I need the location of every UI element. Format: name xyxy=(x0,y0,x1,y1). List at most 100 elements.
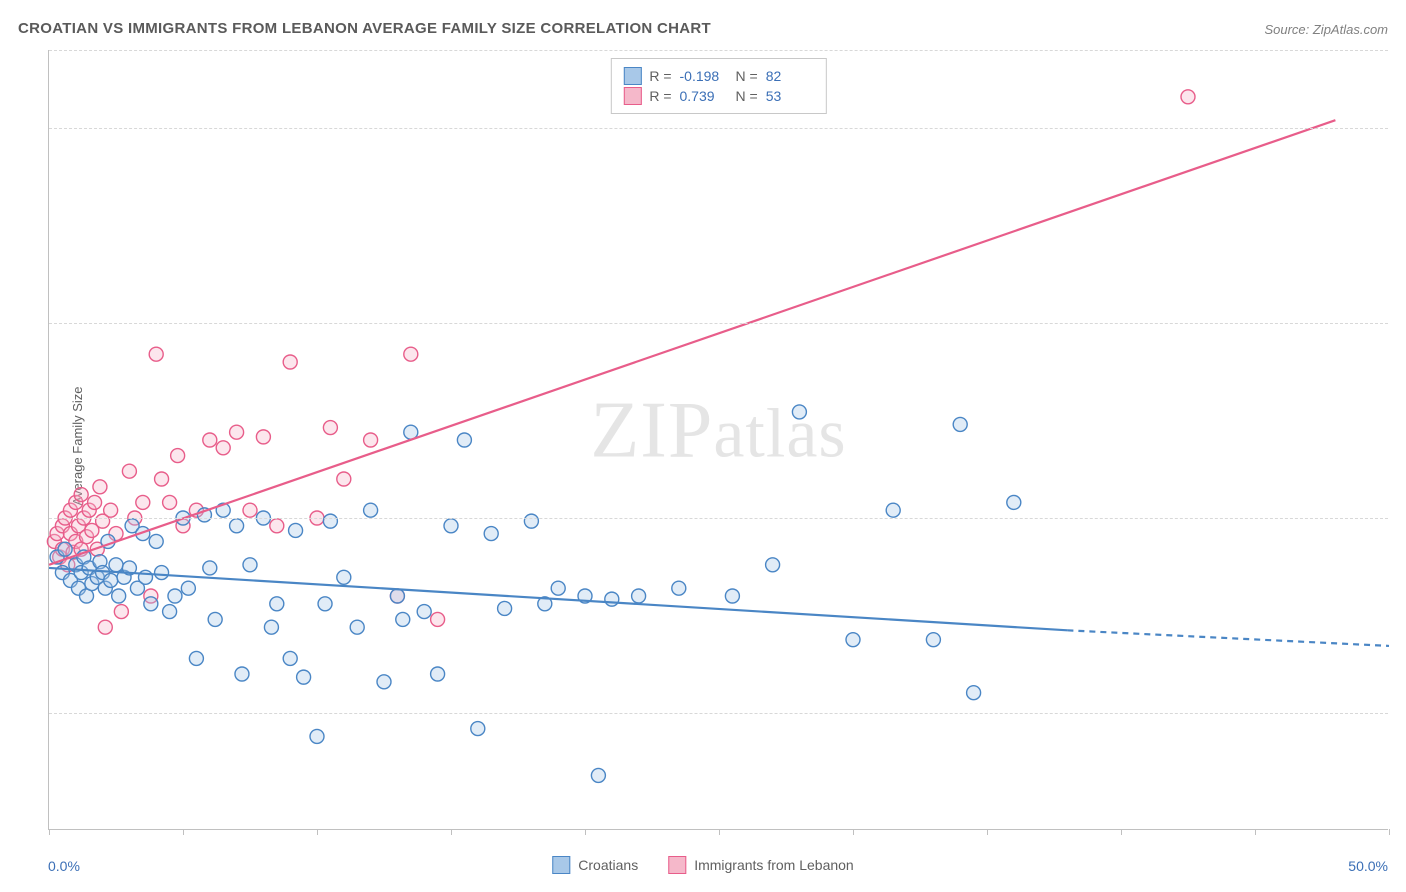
data-point xyxy=(203,433,217,447)
data-point xyxy=(114,605,128,619)
swatch-croatians xyxy=(623,67,641,85)
data-point xyxy=(498,601,512,615)
gridline xyxy=(49,518,1388,519)
data-point xyxy=(672,581,686,595)
data-point xyxy=(766,558,780,572)
legend-item-lebanon: Immigrants from Lebanon xyxy=(668,856,854,874)
r-value-lebanon: 0.739 xyxy=(680,88,728,104)
data-point xyxy=(297,670,311,684)
data-point xyxy=(138,570,152,584)
data-point xyxy=(1181,90,1195,104)
x-tick xyxy=(317,829,318,835)
data-point xyxy=(967,686,981,700)
data-point xyxy=(264,620,278,634)
gridline xyxy=(49,713,1388,714)
n-value-croatians: 82 xyxy=(766,68,814,84)
r-label: R = xyxy=(649,88,671,104)
legend-label-lebanon: Immigrants from Lebanon xyxy=(694,857,854,873)
x-tick xyxy=(451,829,452,835)
chart-plot-area: ZIPatlas R = -0.198 N = 82 R = 0.739 N =… xyxy=(48,50,1388,830)
x-tick xyxy=(1121,829,1122,835)
data-point xyxy=(256,430,270,444)
source-attribution: Source: ZipAtlas.com xyxy=(1264,22,1388,37)
data-point xyxy=(149,534,163,548)
data-point xyxy=(792,405,806,419)
data-point xyxy=(283,355,297,369)
legend-item-croatians: Croatians xyxy=(552,856,638,874)
data-point xyxy=(104,503,118,517)
data-point xyxy=(725,589,739,603)
x-tick xyxy=(853,829,854,835)
data-point xyxy=(109,558,123,572)
data-point xyxy=(431,612,445,626)
data-point xyxy=(112,589,126,603)
trend-line xyxy=(49,568,1067,630)
data-point xyxy=(364,503,378,517)
data-point xyxy=(396,612,410,626)
x-axis-max-label: 50.0% xyxy=(1348,858,1388,874)
data-point xyxy=(155,472,169,486)
data-point xyxy=(144,597,158,611)
data-point xyxy=(390,589,404,603)
data-point xyxy=(310,729,324,743)
data-point xyxy=(417,605,431,619)
data-point xyxy=(243,558,257,572)
data-point xyxy=(93,480,107,494)
data-point xyxy=(155,566,169,580)
data-point xyxy=(591,768,605,782)
gridline xyxy=(49,128,1388,129)
data-point xyxy=(149,347,163,361)
trend-line xyxy=(1067,630,1389,646)
data-point xyxy=(208,612,222,626)
legend-label-croatians: Croatians xyxy=(578,857,638,873)
chart-title: CROATIAN VS IMMIGRANTS FROM LEBANON AVER… xyxy=(18,20,711,37)
data-point xyxy=(886,503,900,517)
data-point xyxy=(171,449,185,463)
data-point xyxy=(122,464,136,478)
x-tick xyxy=(49,829,50,835)
gridline xyxy=(49,323,1388,324)
data-point xyxy=(926,633,940,647)
n-value-lebanon: 53 xyxy=(766,88,814,104)
data-point xyxy=(136,495,150,509)
stats-row-lebanon: R = 0.739 N = 53 xyxy=(623,87,813,105)
legend-swatch-lebanon xyxy=(668,856,686,874)
gridline xyxy=(49,50,1388,51)
data-point xyxy=(270,597,284,611)
data-point xyxy=(104,573,118,587)
trend-line xyxy=(49,120,1335,565)
data-point xyxy=(168,589,182,603)
data-point xyxy=(457,433,471,447)
data-point xyxy=(524,514,538,528)
data-point xyxy=(88,495,102,509)
legend-swatch-croatians xyxy=(552,856,570,874)
x-tick xyxy=(987,829,988,835)
data-point xyxy=(632,589,646,603)
data-point xyxy=(289,523,303,537)
data-point xyxy=(484,527,498,541)
data-point xyxy=(203,561,217,575)
data-point xyxy=(189,651,203,665)
data-point xyxy=(235,667,249,681)
data-point xyxy=(58,542,72,556)
legend: Croatians Immigrants from Lebanon xyxy=(552,856,853,874)
stats-row-croatians: R = -0.198 N = 82 xyxy=(623,67,813,85)
data-point xyxy=(364,433,378,447)
data-point xyxy=(471,722,485,736)
data-point xyxy=(318,597,332,611)
data-point xyxy=(404,347,418,361)
data-point xyxy=(444,519,458,533)
swatch-lebanon xyxy=(623,87,641,105)
data-point xyxy=(431,667,445,681)
data-point xyxy=(350,620,364,634)
data-point xyxy=(323,421,337,435)
n-label: N = xyxy=(736,68,758,84)
data-point xyxy=(163,605,177,619)
data-point xyxy=(1007,495,1021,509)
data-point xyxy=(98,620,112,634)
data-point xyxy=(337,570,351,584)
correlation-stats-box: R = -0.198 N = 82 R = 0.739 N = 53 xyxy=(610,58,826,114)
x-tick xyxy=(1389,829,1390,835)
data-point xyxy=(230,519,244,533)
data-point xyxy=(551,581,565,595)
